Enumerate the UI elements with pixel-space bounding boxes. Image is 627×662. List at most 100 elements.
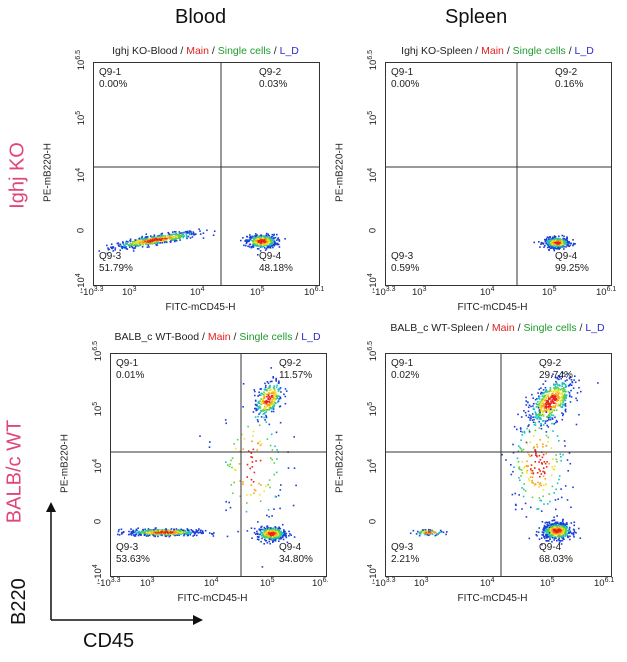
event-point — [539, 470, 541, 472]
event-point — [557, 539, 560, 541]
panel-title: BALB_c WT-Spleen / Main / Single cells /… — [385, 322, 610, 335]
panel-title-part: / — [514, 322, 521, 334]
event-point — [199, 531, 202, 534]
event-point — [262, 536, 265, 538]
event-point — [544, 478, 547, 480]
event-point — [161, 529, 164, 532]
event-point — [556, 240, 558, 242]
event-point — [543, 526, 545, 529]
event-point — [556, 528, 558, 531]
event-point — [295, 484, 297, 487]
x-axis-label: FITC-mCD45-H — [177, 593, 248, 604]
event-point — [148, 534, 151, 537]
event-point — [525, 414, 527, 417]
event-point — [260, 526, 262, 528]
event-point — [122, 242, 124, 244]
event-point — [147, 530, 150, 533]
event-point — [554, 529, 556, 531]
event-point — [165, 239, 168, 241]
event-point — [161, 232, 164, 235]
event-point — [163, 530, 166, 533]
population-3 — [199, 383, 297, 568]
event-point — [561, 520, 564, 522]
x-tick-label: 104 — [190, 286, 205, 299]
event-point — [178, 231, 181, 233]
event-point — [558, 397, 560, 400]
event-point — [258, 238, 260, 240]
event-point — [264, 237, 267, 239]
event-point — [565, 243, 568, 245]
event-point — [544, 537, 546, 540]
event-point — [550, 242, 553, 244]
event-point — [559, 247, 562, 249]
event-point — [559, 535, 562, 538]
event-point — [258, 493, 261, 496]
event-point — [562, 414, 564, 417]
event-point — [548, 414, 551, 417]
event-point — [271, 236, 274, 238]
event-point — [245, 242, 248, 245]
event-point — [150, 239, 153, 242]
event-point — [558, 391, 561, 394]
quadrant-percent: 0.02% — [391, 370, 420, 381]
event-point — [545, 407, 547, 409]
event-point — [562, 413, 565, 415]
event-point — [272, 397, 275, 400]
event-point — [229, 506, 232, 509]
event-point — [134, 247, 136, 249]
event-point — [542, 404, 545, 406]
event-point — [183, 534, 185, 537]
event-point — [155, 236, 157, 239]
event-point — [548, 411, 550, 414]
event-point — [535, 402, 537, 405]
event-point — [251, 461, 254, 463]
event-point — [564, 403, 567, 405]
event-point — [534, 422, 537, 424]
event-point — [547, 534, 550, 536]
event-point — [146, 246, 149, 248]
event-point — [160, 233, 163, 235]
event-point — [258, 235, 260, 238]
event-point — [204, 529, 207, 532]
event-point — [561, 383, 564, 386]
event-point — [561, 399, 564, 402]
event-point — [429, 533, 431, 536]
event-point — [257, 420, 259, 423]
event-point — [279, 421, 282, 424]
event-point — [260, 403, 262, 405]
event-point — [186, 231, 189, 233]
event-point — [265, 402, 267, 404]
event-point — [134, 242, 137, 245]
x-tick-label: 106.1 — [596, 286, 617, 299]
event-point — [260, 236, 262, 239]
event-point — [142, 529, 145, 532]
event-point — [269, 238, 272, 241]
event-point — [121, 245, 123, 248]
event-point — [550, 416, 552, 419]
event-point — [548, 407, 551, 410]
quadrant-percent: 99.25% — [555, 263, 589, 274]
event-point — [524, 490, 527, 492]
event-point — [545, 404, 548, 407]
event-point — [178, 533, 181, 536]
event-point — [262, 393, 265, 396]
event-point — [199, 435, 201, 437]
event-point — [529, 476, 532, 478]
event-point — [553, 423, 555, 425]
event-point — [545, 534, 547, 537]
event-point — [415, 533, 418, 535]
event-point — [164, 236, 167, 239]
event-point — [575, 397, 577, 400]
event-point — [553, 536, 556, 539]
event-point — [562, 534, 565, 537]
event-point — [148, 532, 150, 534]
scatter-plot-area: Q9-1 0.00% Q9-2 0.03% Q9-3 51.79% Q9-4 48.18% — [93, 62, 320, 286]
event-point — [530, 506, 532, 509]
event-point — [541, 521, 544, 523]
event-point — [553, 387, 555, 389]
event-point — [173, 531, 176, 534]
event-point — [540, 484, 542, 487]
event-point — [520, 430, 522, 433]
event-point — [110, 246, 112, 249]
event-point — [543, 536, 545, 538]
